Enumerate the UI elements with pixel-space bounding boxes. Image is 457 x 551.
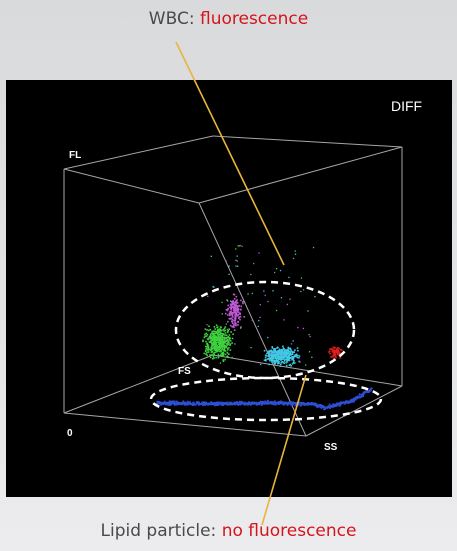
wbc-label-prefix: WBC: [148,9,200,29]
box-top-front-left [63,168,200,204]
wbc-label-highlight: fluorescence [199,9,309,29]
box-top-back [212,135,403,148]
box-bottom-right [305,385,403,437]
box-top-front-right [198,146,403,204]
lipid-fluorescence-label: Lipid particle: no fluorescence [0,521,457,541]
cyan-cluster [263,345,301,367]
lipid-band [155,387,373,411]
wbc-fluorescence-label: WBC: fluorescence [0,9,457,29]
diff-scattergram-panel: FL FS SS 0 DIFF [6,80,452,497]
lipid-particle-outline [149,376,383,422]
fs-axis-label: FS [178,366,191,377]
box-bottom-back [212,354,403,387]
box-top-back-left [63,135,214,170]
3d-axis-box [63,135,403,437]
ss-axis-label: SS [324,442,338,453]
lipid-label-prefix: Lipid particle: [100,521,222,541]
diff-title: DIFF [391,98,422,114]
fl-axis-label: FL [69,150,81,161]
ss-axis-line [63,412,307,437]
magenta-cluster [224,293,246,331]
origin-label: 0 [67,428,73,439]
scattergram-3d-plot: FL FS SS 0 DIFF [63,98,422,453]
cell-clusters [155,245,373,411]
box-front-edge [198,202,307,437]
fs-axis-line [63,354,214,414]
green-cluster [202,324,234,362]
lipid-label-highlight: no fluorescence [221,521,357,541]
